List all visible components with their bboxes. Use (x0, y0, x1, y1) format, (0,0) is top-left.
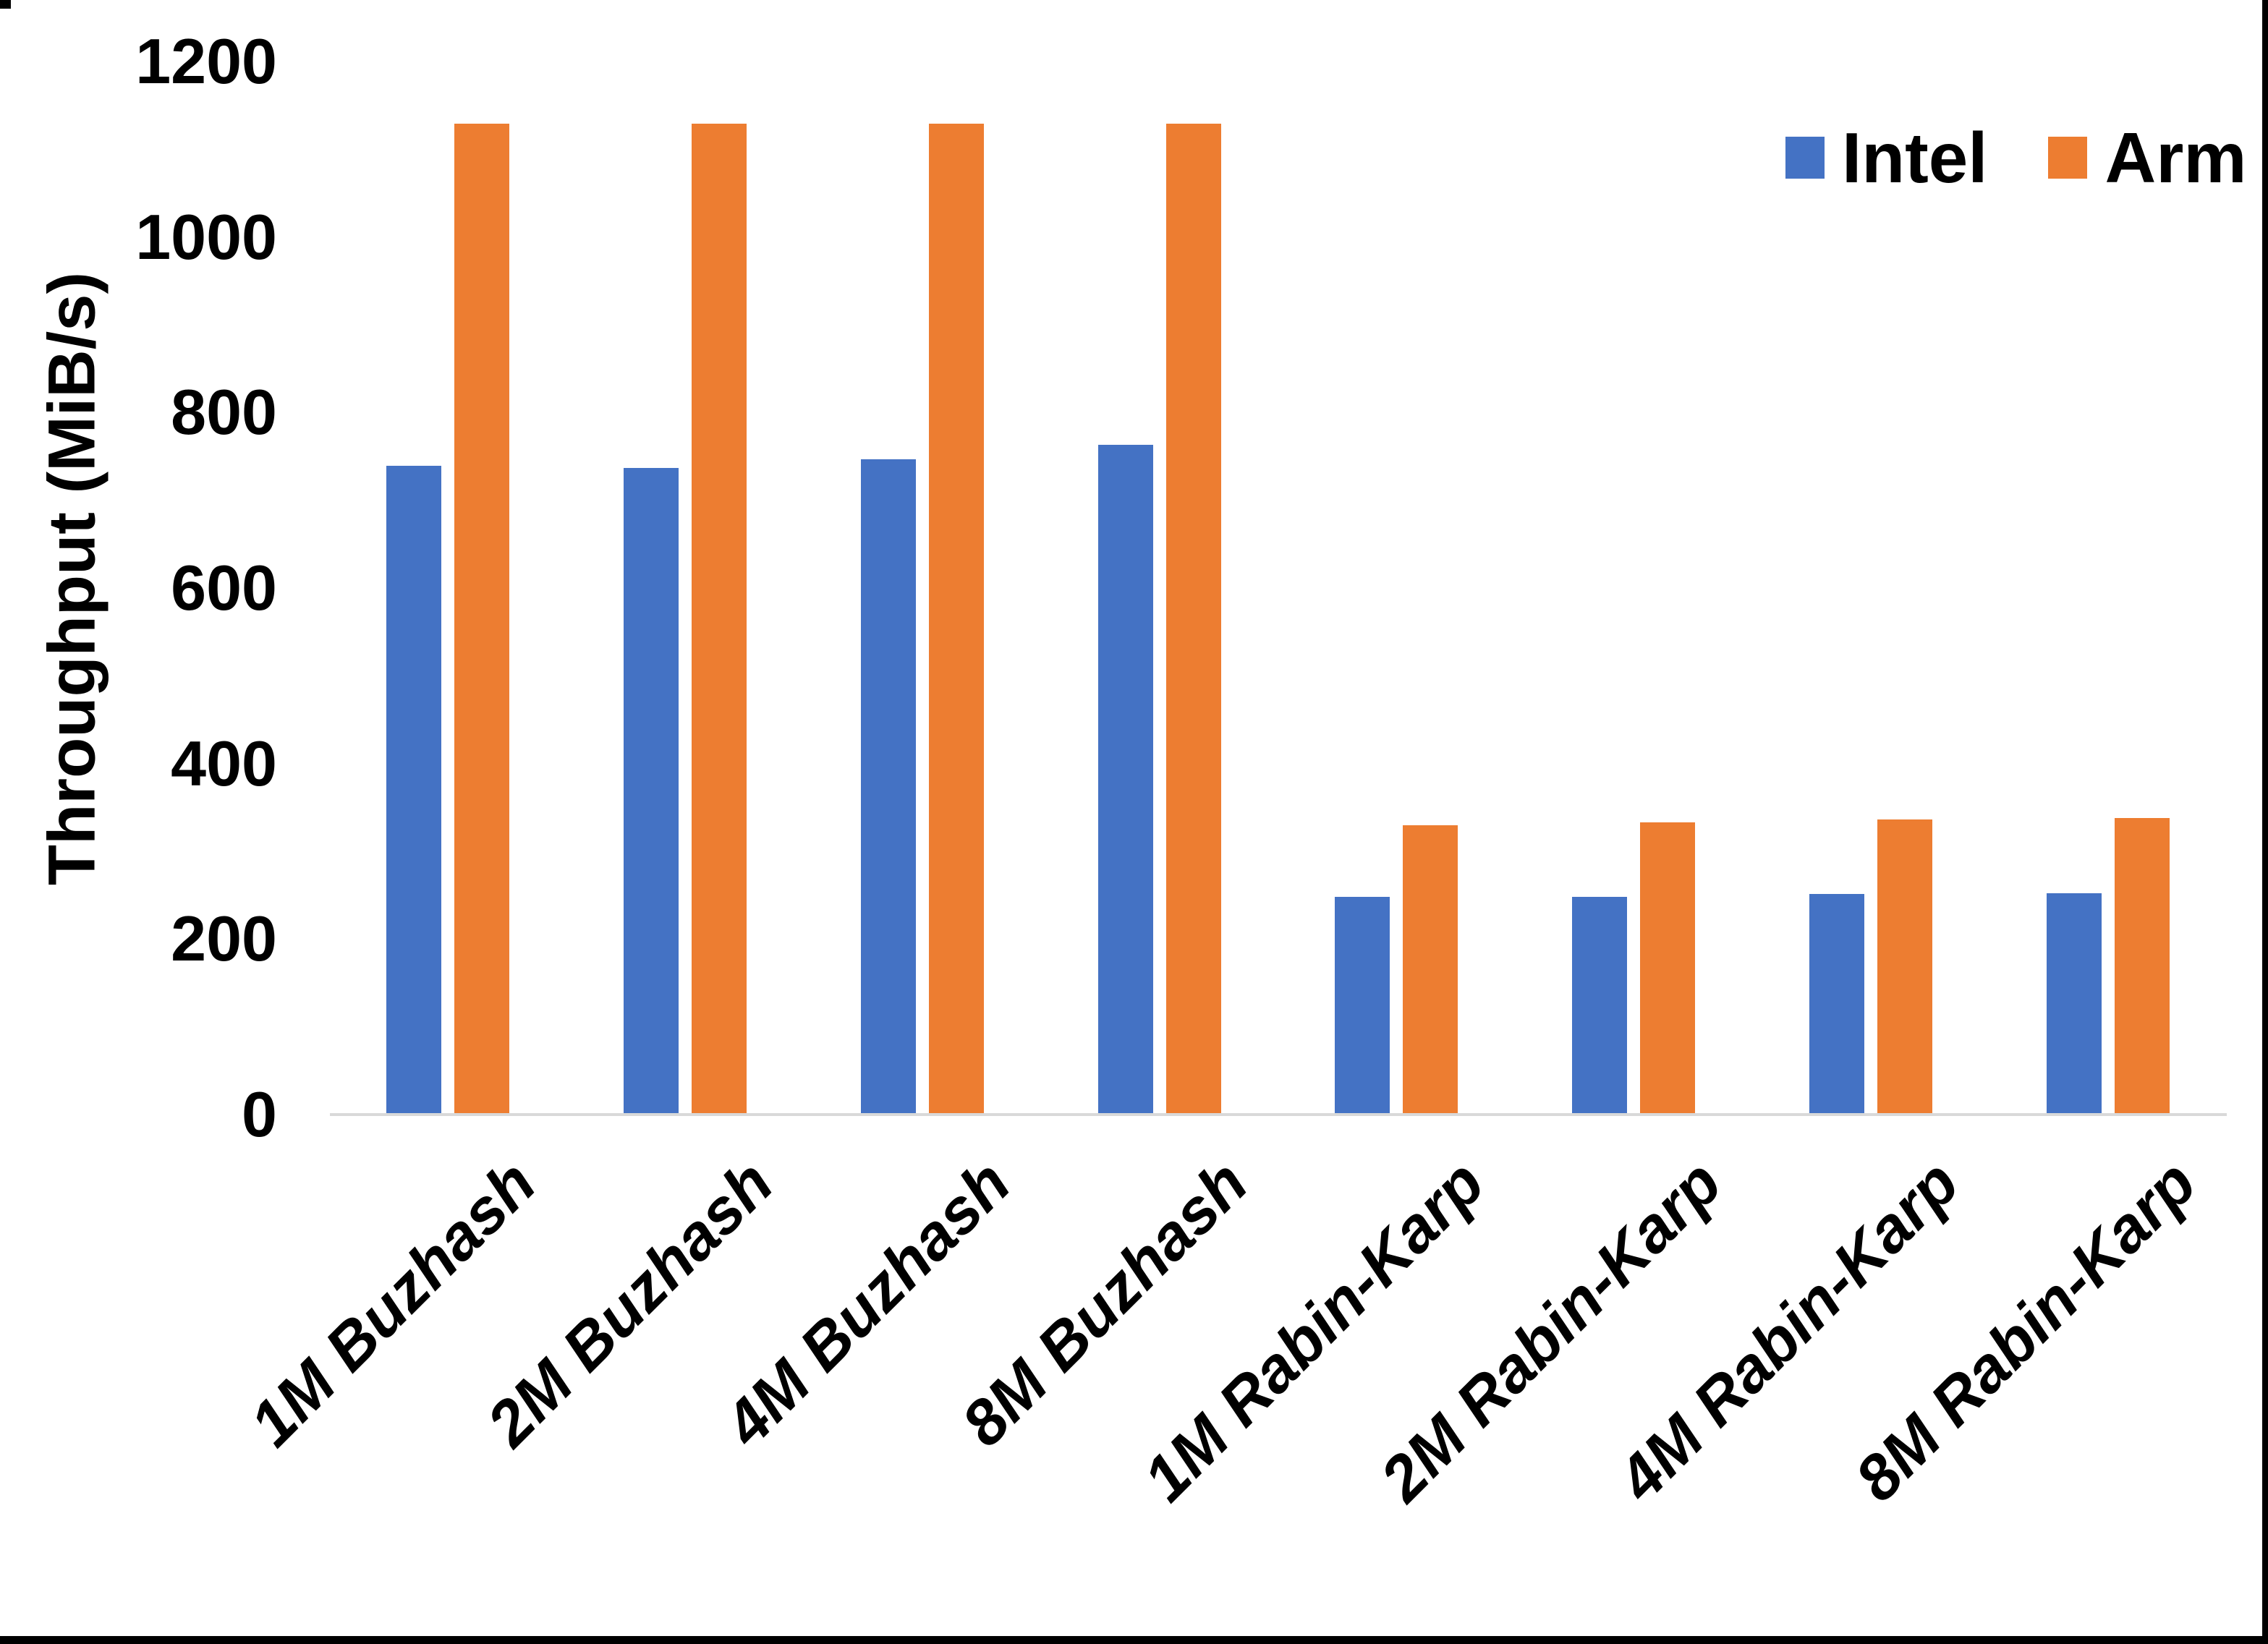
bar-intel-6 (1572, 897, 1628, 1115)
y-tick-label: 0 (242, 1078, 277, 1150)
bar-intel-2 (623, 467, 679, 1115)
x-axis-label: 2M Rabin-Karp (1367, 1146, 1736, 1515)
x-axis-label: 4M Rabin-Karp (1604, 1146, 1973, 1515)
y-tick-label: 200 (171, 903, 277, 975)
bar-arm-2 (691, 124, 747, 1115)
frame-bottom-edge (0, 1636, 2268, 1644)
bar-intel-1 (386, 466, 441, 1115)
bar-intel-4 (1097, 445, 1153, 1115)
x-axis-label: 1M Rabin-Karp (1129, 1146, 1498, 1515)
y-tick-label: 1000 (135, 200, 277, 273)
x-axis-label: 8M Rabin-Karp (1840, 1146, 2209, 1515)
legend-item-intel: Intel (1785, 117, 1987, 198)
x-axis-label: 4M Buzhash (710, 1146, 1024, 1460)
bar-intel-8 (2046, 893, 2102, 1115)
y-tick-label: 600 (171, 552, 277, 623)
bar-arm-3 (928, 124, 984, 1115)
legend-label-intel: Intel (1842, 118, 1988, 197)
bar-arm-8 (2114, 817, 2170, 1115)
frame-top-left-corner (0, 0, 11, 9)
bar-arm-6 (1640, 822, 1696, 1115)
legend-item-arm: Arm (2048, 117, 2247, 198)
legend: Intel Arm (1785, 117, 2247, 198)
x-axis-line (330, 1113, 2227, 1116)
x-axis-label: 2M Buzhash (472, 1146, 786, 1460)
bar-arm-7 (1877, 819, 1933, 1115)
legend-swatch-intel (1785, 137, 1825, 179)
bar-arm-4 (1165, 124, 1221, 1115)
legend-label-arm: Arm (2105, 118, 2247, 197)
x-axis-label: 8M Buzhash (947, 1146, 1261, 1460)
bar-arm-1 (454, 124, 509, 1115)
x-axis-label: 1M Buzhash (235, 1146, 550, 1460)
bar-intel-3 (860, 459, 916, 1115)
y-tick-label: 1200 (135, 25, 277, 97)
bar-arm-5 (1403, 825, 1458, 1115)
bar-intel-7 (1809, 894, 1865, 1115)
y-tick-label: 400 (171, 727, 277, 799)
y-tick-label: 800 (171, 376, 277, 448)
bar-intel-5 (1335, 897, 1390, 1115)
legend-swatch-arm (2048, 137, 2088, 179)
frame-right-edge (2262, 0, 2268, 1644)
